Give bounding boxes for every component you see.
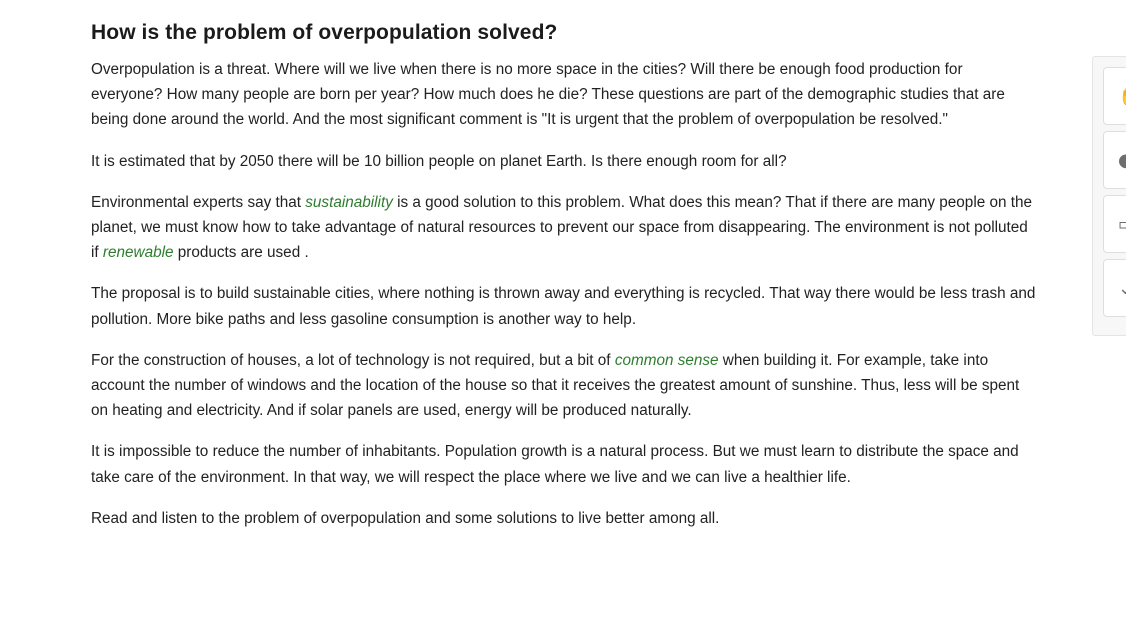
thumbs-up-button[interactable]: ✋ <box>1103 67 1126 125</box>
paragraph-text: Environmental experts say that <box>91 193 306 211</box>
paragraph-intro: Overpopulation is a threat. Where will w… <box>91 61 1005 129</box>
paragraph-text: when building it. For example, take into… <box>91 351 1020 420</box>
clipboard-button[interactable]: ▭ <box>1103 195 1126 253</box>
paragraph-text: products are used . <box>173 244 309 262</box>
paragraph-read-listen: Read and listen to the problem of overpo… <box>91 509 720 527</box>
keyword-common-sense-link[interactable]: common sense <box>614 351 719 369</box>
keyword-sustainability-link[interactable]: sustainability <box>305 193 393 211</box>
keyword-renewable-link[interactable]: renewable <box>102 244 174 262</box>
chevron-down-icon: ⌄ <box>1118 278 1126 299</box>
paragraph-sustainable-cities: The proposal is to build sustainable cit… <box>91 285 1036 328</box>
paragraph-estimate: It is estimated that by 2050 there will … <box>91 152 787 170</box>
clipboard-icon: ▭ <box>1118 214 1126 235</box>
paragraph-text: is a good solution to this problem. What… <box>91 193 1033 262</box>
paragraph-text: For the construction of houses, a lot of… <box>91 351 615 369</box>
globe-icon: ● <box>1118 150 1126 171</box>
article: How is the problem of overpopulation sol… <box>91 18 1036 531</box>
side-toolbar: ✋ ● ▭ ⌄ <box>1092 56 1126 336</box>
paragraph-houses: For the construction of houses, a lot of… <box>91 348 1036 424</box>
paragraph-population-growth: It is impossible to reduce the number of… <box>91 443 1019 486</box>
thumbs-up-icon: ✋ <box>1118 86 1126 107</box>
article-title: How is the problem of overpopulation sol… <box>91 21 558 44</box>
paragraph-sustainability: Environmental experts say that sustainab… <box>91 190 1036 266</box>
chevron-down-button[interactable]: ⌄ <box>1103 259 1126 317</box>
globe-button[interactable]: ● <box>1103 131 1126 189</box>
